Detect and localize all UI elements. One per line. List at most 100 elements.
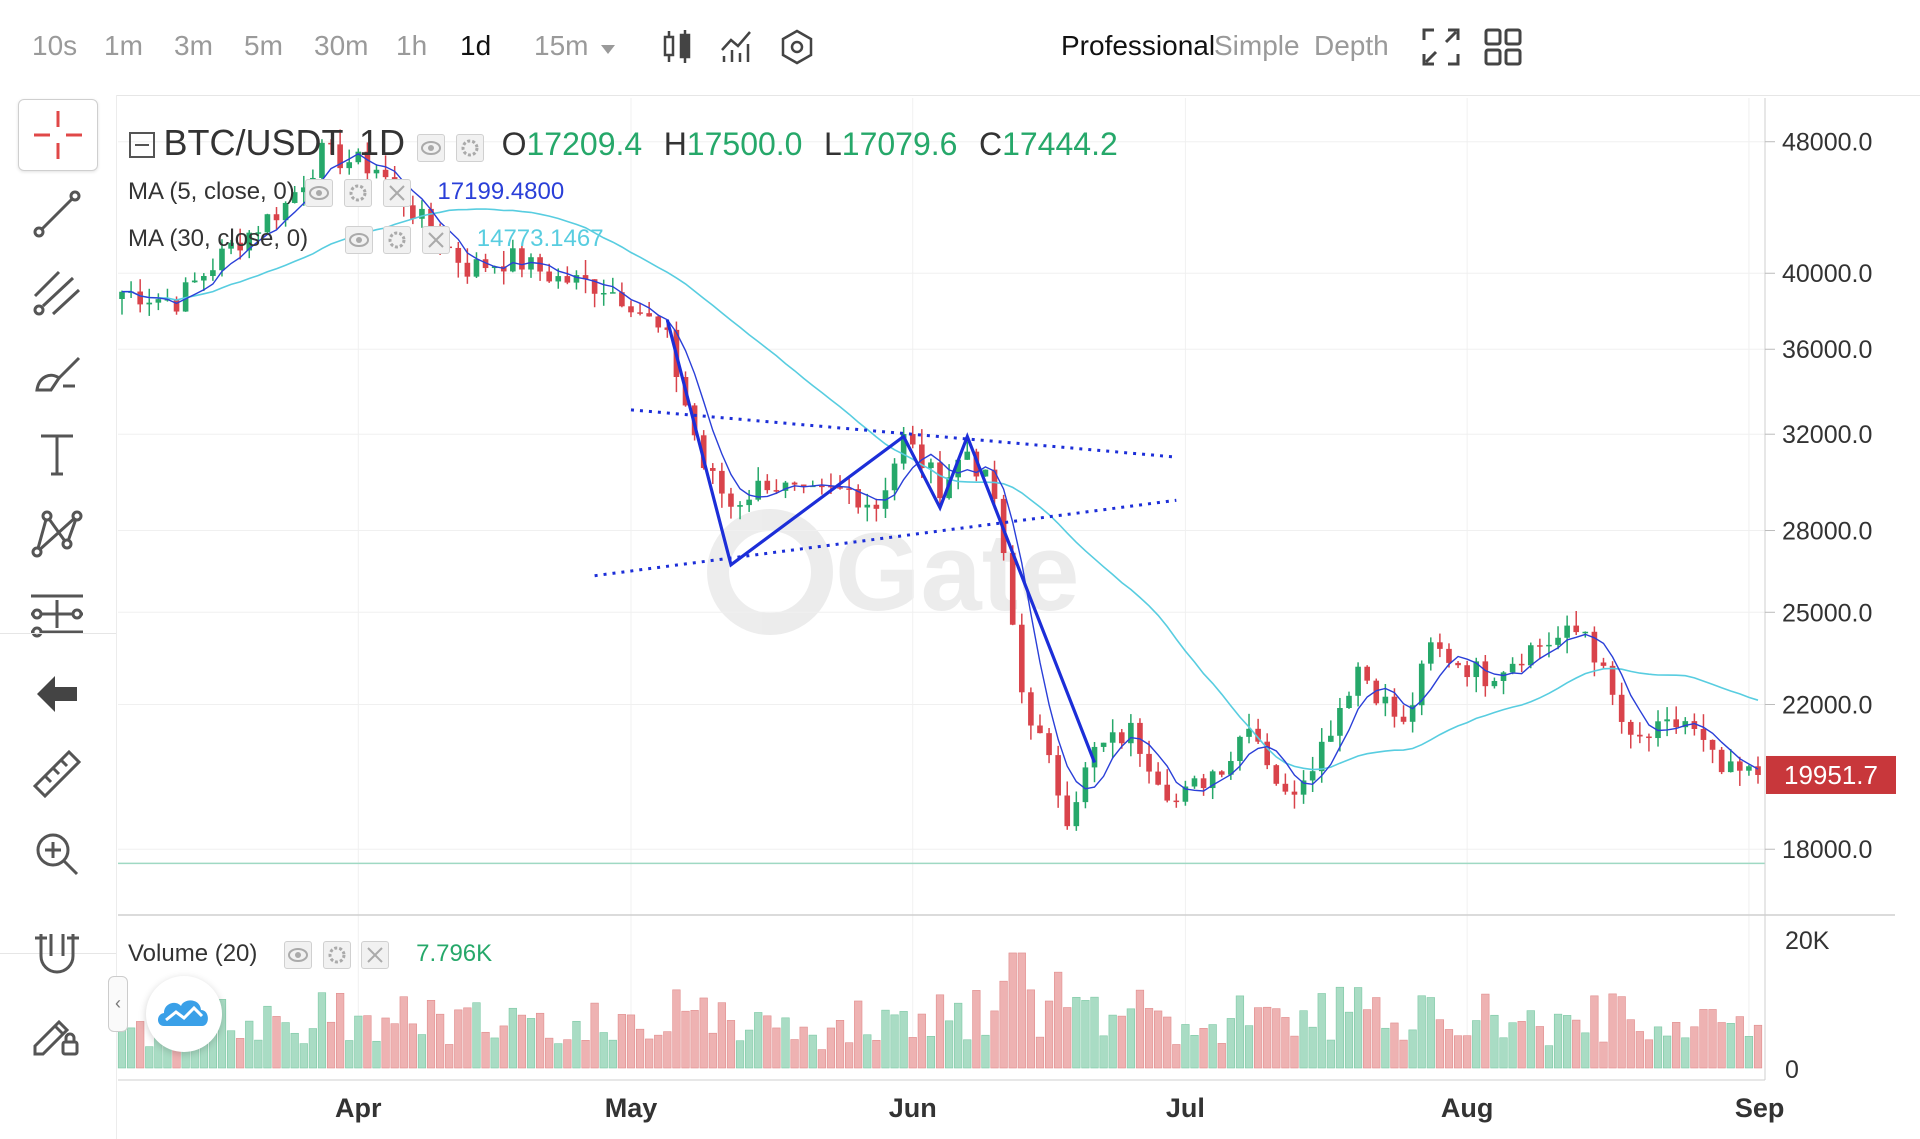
volume-bar — [1244, 1025, 1254, 1069]
tf-1d[interactable]: 1d — [460, 30, 492, 61]
tf-30m[interactable]: 30m — [314, 30, 369, 61]
indicator-icon[interactable] — [716, 26, 758, 68]
settings-hex-icon[interactable] — [776, 26, 818, 68]
volume-bar — [1181, 1024, 1190, 1069]
candle-body — [1582, 631, 1589, 634]
volume-settings-icon[interactable] — [322, 940, 351, 969]
candle-body — [164, 299, 171, 301]
symbol-label: BTC/USDT — [163, 122, 344, 163]
candle-body — [628, 306, 634, 313]
ma5-close-icon[interactable] — [382, 178, 411, 207]
tf-dropdown-label: 15m — [534, 30, 589, 61]
ma30-eye-icon[interactable] — [344, 225, 373, 254]
volume-bar — [299, 1043, 308, 1069]
ma30-settings-icon[interactable] — [383, 225, 412, 254]
x-tick-label: Jun — [889, 1093, 937, 1123]
candle-body — [1282, 783, 1289, 792]
candle-body — [1300, 780, 1307, 795]
candle-body — [709, 468, 716, 471]
magnet-tool[interactable] — [18, 919, 96, 989]
candle-body — [210, 270, 216, 277]
candle-body — [1073, 802, 1080, 827]
candle-body — [1055, 755, 1061, 796]
candle-body — [1355, 666, 1361, 696]
candle-body — [691, 405, 698, 436]
back-tool[interactable] — [18, 659, 96, 729]
text-tool[interactable] — [18, 419, 96, 489]
volume-bar — [872, 1039, 881, 1069]
crosshair-icon — [34, 111, 82, 159]
zoom-in-tool[interactable] — [18, 819, 96, 889]
candle-body — [682, 377, 689, 406]
volume-bar — [1344, 1011, 1354, 1069]
ohlc-legend: BTC/USDT 1D O17209.4 H17500.0 L17079.6 C… — [128, 122, 1118, 164]
volume-bar — [826, 1027, 836, 1069]
brush-tool[interactable] — [18, 339, 96, 409]
collapse-legend-icon[interactable] — [128, 131, 156, 159]
candle-body — [1609, 665, 1616, 695]
legend-eye-icon[interactable] — [416, 133, 445, 162]
candle-body — [1209, 771, 1216, 789]
volume-bar — [790, 1039, 799, 1069]
candle-body — [809, 485, 816, 488]
ruler-tool[interactable] — [18, 739, 96, 809]
fib-channel-tool[interactable] — [18, 259, 96, 329]
candle-body — [1109, 732, 1116, 743]
volume-bar — [1617, 996, 1626, 1069]
volume-bar — [1472, 1020, 1481, 1069]
measure-tool[interactable] — [18, 579, 96, 649]
cloud-sync-button[interactable] — [146, 976, 222, 1052]
volume-bar — [126, 1027, 136, 1069]
ma5-eye-icon[interactable] — [305, 178, 334, 207]
candle-body — [419, 208, 425, 219]
candle-body — [837, 487, 843, 489]
candle-body — [946, 477, 952, 499]
volume-eye-icon[interactable] — [284, 940, 313, 969]
tf-10s[interactable]: 10s — [32, 30, 78, 61]
volume-legend: Volume (20) 7.796K — [128, 940, 492, 969]
ma30-close-icon[interactable] — [422, 225, 451, 254]
volume-bar — [763, 1015, 772, 1069]
crosshair-tool[interactable] — [18, 99, 98, 171]
candle-body — [582, 275, 589, 280]
candle-body — [1164, 784, 1171, 801]
pattern-tool[interactable] — [18, 499, 96, 569]
svg-text:Gate: Gate — [835, 511, 1080, 634]
ma30-path — [121, 208, 1759, 771]
x-tick-label: Aug — [1441, 1093, 1493, 1123]
candle-body — [173, 299, 180, 312]
legend-settings-icon[interactable] — [456, 133, 485, 162]
tf-1h[interactable]: 1h — [396, 30, 428, 61]
candle-body — [200, 276, 207, 281]
candle-type-icon[interactable] — [656, 26, 698, 68]
tf-dropdown[interactable]: 15m — [534, 30, 616, 62]
ma5-label: MA (5, close, 0) — [128, 178, 295, 205]
candle-body — [800, 484, 807, 487]
candle-body — [964, 451, 971, 460]
mode-professional[interactable]: Professional — [1061, 30, 1216, 61]
grid-layout-icon[interactable] — [1482, 26, 1524, 68]
ma5-settings-icon[interactable] — [344, 178, 373, 207]
lock-drawing-tool[interactable] — [18, 999, 96, 1069]
mode-depth[interactable]: Depth — [1314, 30, 1389, 61]
candle-body — [919, 444, 925, 469]
candle-body — [473, 259, 480, 277]
mode-simple[interactable]: Simple — [1214, 30, 1300, 61]
candle-body — [782, 482, 789, 491]
candle-body — [1727, 761, 1734, 773]
candle-body — [755, 480, 762, 500]
fullscreen-icon[interactable] — [1420, 26, 1462, 68]
tf-5m[interactable]: 5m — [244, 30, 283, 61]
volume-bar — [990, 1010, 999, 1069]
volume-bar — [1163, 1016, 1172, 1069]
volume-bar — [1635, 1031, 1644, 1069]
candle-body — [1527, 645, 1534, 666]
candle-body — [637, 312, 643, 314]
trend-line-tool[interactable] — [18, 179, 96, 249]
tf-3m[interactable]: 3m — [174, 30, 213, 61]
collapse-panel-toggle[interactable]: ‹ — [108, 976, 128, 1032]
tf-1m[interactable]: 1m — [104, 30, 143, 61]
candle-body — [664, 327, 671, 330]
volume-close-icon[interactable] — [361, 940, 390, 969]
volume-bar — [645, 1038, 654, 1069]
